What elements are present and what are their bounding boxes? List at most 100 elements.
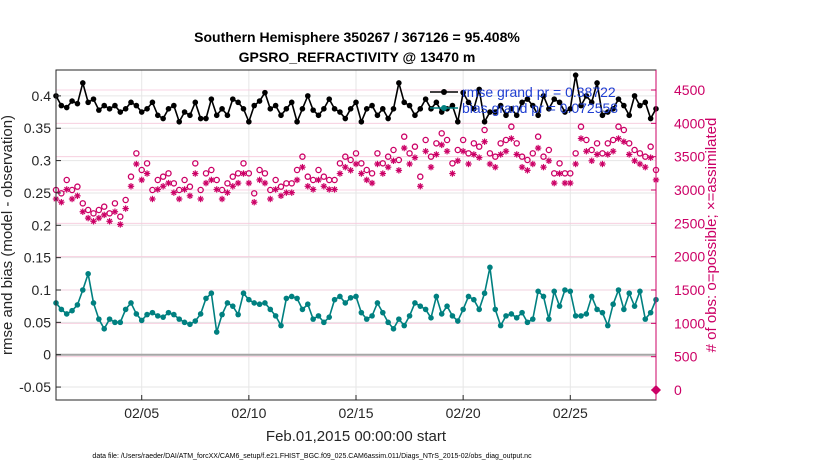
- obs-possible-marker: [186, 183, 194, 190]
- series-point-bias: [171, 311, 177, 318]
- obs-assimilated-stroke: [396, 167, 402, 174]
- series-point-rmse: [128, 99, 134, 106]
- series-point-rmse: [331, 106, 338, 112]
- obs-possible-marker: [245, 170, 253, 177]
- obs-assimilated-stroke: [605, 151, 611, 158]
- series-point-rmse: [604, 109, 611, 115]
- series-point-bias: [299, 306, 306, 313]
- obs-assimilated-marker: [486, 160, 494, 168]
- obs-assimilated-stroke: [80, 209, 86, 215]
- obs-assimilated-marker: [101, 211, 108, 219]
- series-point-bias: [562, 287, 568, 293]
- obs-assimilated-stroke: [637, 161, 643, 167]
- obs-count-markers: [52, 123, 660, 228]
- obs-assimilated-marker: [181, 186, 188, 193]
- y-left-tick-label: 0.3: [32, 153, 52, 169]
- series-point-rmse: [492, 109, 499, 115]
- obs-assimilated-marker: [604, 151, 611, 158]
- obs-assimilated-marker: [186, 192, 194, 200]
- series-point-bias: [192, 318, 199, 324]
- series-point-bias: [342, 300, 349, 306]
- obs-assimilated-stroke: [530, 161, 536, 167]
- series-point-rmse: [379, 106, 386, 112]
- series-point-rmse: [497, 102, 504, 109]
- series-point-rmse: [513, 112, 520, 119]
- obs-assimilated-stroke: [540, 164, 547, 170]
- obs-assimilated-stroke: [90, 218, 97, 224]
- y-right-tick-label: 2500: [674, 215, 705, 231]
- obs-assimilated-stroke: [251, 199, 257, 205]
- obs-assimilated-marker: [417, 183, 424, 190]
- series-point-rmse: [465, 99, 472, 106]
- y-left-tick-label: 0.1: [32, 282, 52, 298]
- obs-assimilated-marker: [449, 170, 456, 177]
- series-point-rmse: [90, 96, 97, 102]
- series-point-rmse: [283, 106, 290, 112]
- series-point-rmse: [278, 112, 284, 119]
- obs-assimilated-stroke: [106, 218, 113, 224]
- series-point-bias: [513, 315, 520, 321]
- obs-possible-marker: [100, 203, 108, 210]
- obs-assimilated-marker: [374, 160, 381, 168]
- series-point-bias: [144, 311, 150, 318]
- series-point-rmse: [144, 106, 150, 112]
- obs-possible-marker: [68, 186, 76, 194]
- obs-assimilated-marker: [513, 151, 520, 158]
- series-point-rmse: [294, 118, 300, 125]
- y-left-tick-label: 0.2: [32, 217, 52, 233]
- obs-possible-marker: [192, 160, 199, 167]
- y-right-tick-label: 500: [674, 349, 698, 365]
- series-point-rmse: [562, 109, 568, 115]
- obs-possible-marker: [79, 200, 87, 207]
- series-point-rmse: [578, 102, 584, 109]
- obs-possible-marker: [261, 170, 269, 177]
- obs-possible-marker: [165, 170, 172, 177]
- obs-assimilated-marker: [122, 205, 129, 212]
- series-point-bias: [476, 306, 483, 313]
- obs-assimilated-stroke: [171, 189, 177, 196]
- series-point-bias: [256, 301, 263, 308]
- legend-bias-label: bias grand pr = 0.072558: [462, 100, 618, 116]
- series-point-bias: [610, 301, 616, 308]
- obs-assimilated-stroke: [326, 186, 332, 193]
- obs-possible-marker: [518, 153, 526, 160]
- obs-possible-marker: [529, 150, 537, 157]
- series-point-rmse: [262, 89, 268, 96]
- x-tick-label: 02/25: [553, 405, 588, 421]
- obs-possible-marker: [572, 150, 579, 157]
- obs-possible-marker: [379, 160, 387, 167]
- obs-possible-marker: [556, 160, 563, 167]
- obs-assimilated-stroke: [647, 154, 654, 161]
- y-right-tick-label: 1000: [674, 315, 705, 331]
- obs-assimilated-marker: [443, 148, 451, 155]
- obs-assimilated-stroke: [562, 180, 568, 186]
- series-point-rmse: [288, 99, 295, 106]
- obs-assimilated-stroke: [187, 193, 193, 199]
- series-point-bias: [224, 300, 231, 306]
- obs-assimilated-marker: [476, 154, 483, 161]
- series-point-bias: [637, 288, 643, 295]
- obs-possible-marker: [352, 150, 360, 157]
- series-point-rmse: [315, 112, 322, 119]
- obs-assimilated-marker: [567, 179, 574, 187]
- obs-assimilated-stroke: [471, 151, 477, 158]
- obs-assimilated-marker: [170, 189, 178, 196]
- obs-assimilated-marker: [497, 151, 504, 158]
- series-point-bias: [599, 309, 606, 316]
- series-point-rmse: [122, 106, 129, 112]
- obs-assimilated-marker: [615, 135, 622, 142]
- obs-assimilated-marker: [256, 176, 263, 184]
- series-point-bias: [647, 309, 654, 316]
- series-point-rmse: [256, 98, 263, 104]
- series-point-bias: [326, 314, 333, 320]
- series-point-bias: [197, 311, 204, 317]
- series-point-rmse: [519, 99, 525, 106]
- obs-assimilated-stroke: [556, 170, 563, 177]
- series-point-bias: [315, 313, 322, 319]
- obs-assimilated-stroke: [337, 170, 343, 177]
- obs-assimilated-marker: [492, 163, 499, 171]
- obs-assimilated-marker: [149, 195, 156, 203]
- obs-assimilated-marker: [277, 192, 285, 200]
- series-point-bias: [133, 311, 140, 317]
- legend-rmse-marker: [441, 89, 447, 95]
